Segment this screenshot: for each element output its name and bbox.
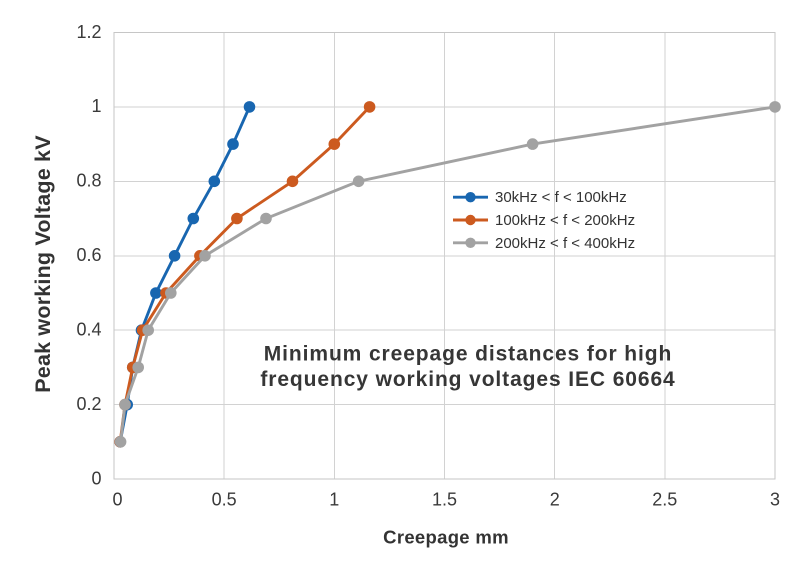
- svg-text:1.5: 1.5: [432, 490, 457, 510]
- svg-text:1: 1: [329, 490, 339, 510]
- svg-text:Peak working Voltage kV: Peak working Voltage kV: [31, 135, 55, 393]
- svg-text:0.5: 0.5: [212, 490, 237, 510]
- svg-text:2: 2: [550, 490, 560, 510]
- svg-text:1: 1: [91, 96, 101, 116]
- svg-text:0: 0: [112, 490, 122, 510]
- svg-text:0.2: 0.2: [76, 394, 101, 414]
- svg-text:0.4: 0.4: [76, 320, 101, 340]
- svg-text:0.8: 0.8: [76, 171, 101, 191]
- svg-text:0.6: 0.6: [76, 245, 101, 265]
- svg-text:200kHz < f < 400kHz: 200kHz < f < 400kHz: [495, 235, 635, 252]
- svg-text:0: 0: [91, 468, 101, 488]
- svg-text:1.2: 1.2: [76, 22, 101, 42]
- svg-text:3: 3: [770, 490, 780, 510]
- svg-text:Creepage mm: Creepage mm: [383, 527, 509, 548]
- svg-text:frequency working voltages IEC: frequency working voltages IEC 60664: [260, 368, 675, 391]
- svg-text:Minimum creepage distances for: Minimum creepage distances for high: [264, 343, 672, 366]
- svg-text:100kHz < f < 200kHz: 100kHz < f < 200kHz: [495, 212, 635, 229]
- svg-text:30kHz < f < 100kHz: 30kHz < f < 100kHz: [495, 189, 627, 206]
- svg-text:2.5: 2.5: [652, 490, 677, 510]
